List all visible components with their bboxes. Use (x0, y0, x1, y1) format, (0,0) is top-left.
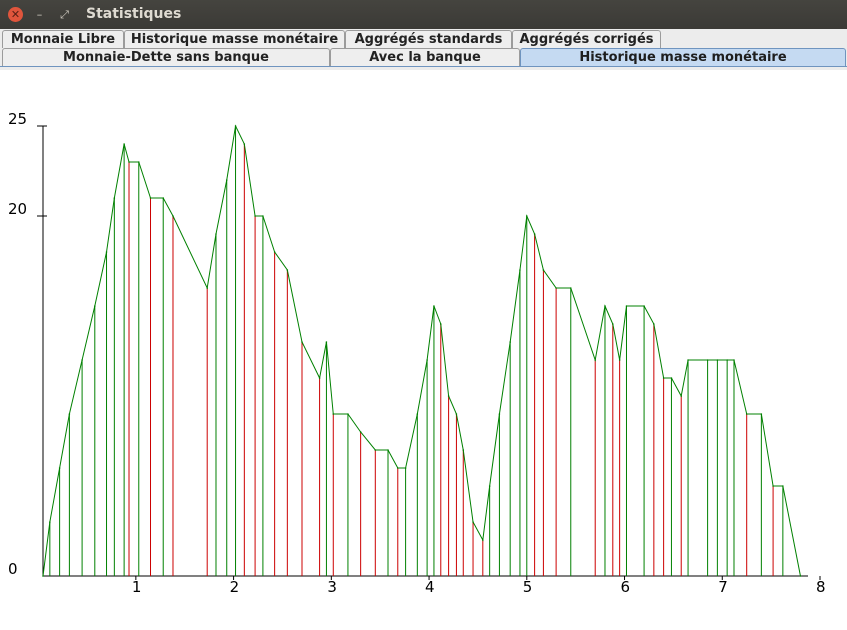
data-point (137, 161, 140, 163)
data-point (542, 269, 545, 271)
data-point (472, 521, 474, 523)
data-point (509, 341, 511, 343)
data-point (123, 143, 125, 145)
data-point (404, 467, 407, 469)
y-tick-label: 25 (8, 110, 27, 128)
data-point (332, 413, 335, 415)
data-point (225, 179, 228, 181)
data-point (162, 197, 165, 199)
data-point (760, 413, 763, 415)
data-point (488, 485, 491, 487)
maximize-icon[interactable]: ⤢ (60, 8, 69, 21)
data-point (772, 485, 774, 487)
data-point (128, 161, 130, 163)
data-point (612, 323, 614, 325)
data-point (726, 359, 728, 361)
data-point (301, 341, 303, 343)
y-tick-label: 0 (8, 560, 18, 578)
data-point (555, 287, 557, 289)
data-point (447, 395, 450, 397)
data-point (359, 431, 362, 433)
data-point (733, 359, 735, 361)
data-point (525, 215, 528, 217)
data-point (799, 575, 802, 577)
data-point (387, 449, 389, 451)
window-title: Statistiques (86, 6, 182, 22)
data-point (234, 125, 237, 127)
x-tick-label: 8 (816, 578, 826, 596)
data-point (569, 287, 572, 289)
tab-underline (0, 66, 847, 67)
tab-historique-masse-monetaire-2[interactable]: Historique masse monétaire (520, 48, 846, 67)
data-point (782, 485, 784, 487)
data-point (243, 143, 246, 145)
x-tick-label: 6 (621, 578, 631, 596)
data-point (318, 377, 321, 379)
data-point (149, 197, 152, 199)
data-point (680, 395, 683, 397)
tab-monnaie-dette-sans-banque[interactable]: Monnaie-Dette sans banque (2, 48, 330, 67)
data-point (105, 251, 108, 253)
data-point (49, 521, 51, 523)
data-point (604, 305, 606, 307)
data-point (58, 467, 61, 469)
close-icon[interactable]: ✕ (8, 7, 23, 22)
tab-bar: Monnaie Libre Historique masse monétaire… (0, 29, 847, 70)
data-point (482, 539, 484, 541)
data-point (498, 413, 501, 415)
tab-avec-la-banque[interactable]: Avec la banque (330, 48, 520, 67)
data-point (706, 359, 709, 361)
data-point (670, 377, 673, 379)
data-point (374, 449, 377, 451)
x-tick-label: 3 (327, 578, 337, 596)
data-point (416, 413, 419, 415)
x-tick-label: 2 (230, 578, 240, 596)
data-point (662, 377, 665, 379)
mass-history-chart: 1 2 3 4 5 6 7 8 0 20 25 (8, 110, 826, 596)
window-titlebar: ✕ – ⤢ Statistiques (0, 0, 847, 29)
data-point (618, 359, 621, 361)
tab-monnaie-libre[interactable]: Monnaie Libre (2, 30, 124, 48)
x-tick-label: 7 (718, 578, 728, 596)
data-point (113, 197, 116, 199)
data-point (625, 305, 628, 307)
data-point (653, 323, 655, 325)
x-tick-label: 1 (132, 578, 142, 596)
data-point (396, 467, 399, 469)
data-point (81, 359, 83, 361)
x-tick-label: 4 (425, 578, 435, 596)
data-point (325, 341, 328, 343)
data-point (426, 359, 428, 361)
data-point (455, 413, 458, 415)
data-point (716, 359, 719, 361)
data-point (462, 449, 465, 451)
tab-historique-masse-monetaire-1[interactable]: Historique masse monétaire (124, 30, 345, 48)
data-point (745, 413, 748, 415)
data-point (68, 413, 71, 415)
data-point (172, 215, 174, 217)
data-point (433, 305, 435, 307)
tab-aggreges-standards[interactable]: Aggrégés standards (345, 30, 512, 48)
data-point (347, 413, 349, 415)
data-point (215, 233, 217, 235)
data-point (94, 305, 96, 307)
data-point (594, 359, 597, 361)
data-point (519, 269, 521, 271)
data-point (439, 323, 442, 325)
data-point (262, 215, 264, 217)
minimize-icon[interactable]: – (36, 8, 43, 21)
y-tick-label: 20 (8, 200, 27, 218)
data-point (286, 269, 289, 271)
data-point (687, 359, 689, 361)
data-point (533, 233, 536, 235)
series-line (42, 124, 801, 577)
data-point (42, 575, 44, 577)
data-point (254, 215, 256, 217)
data-point (643, 305, 645, 307)
tab-aggreges-corriges[interactable]: Aggrégés corrigés (512, 30, 661, 48)
x-tick-label: 5 (523, 578, 533, 596)
data-point (273, 251, 276, 253)
data-point (206, 287, 208, 289)
